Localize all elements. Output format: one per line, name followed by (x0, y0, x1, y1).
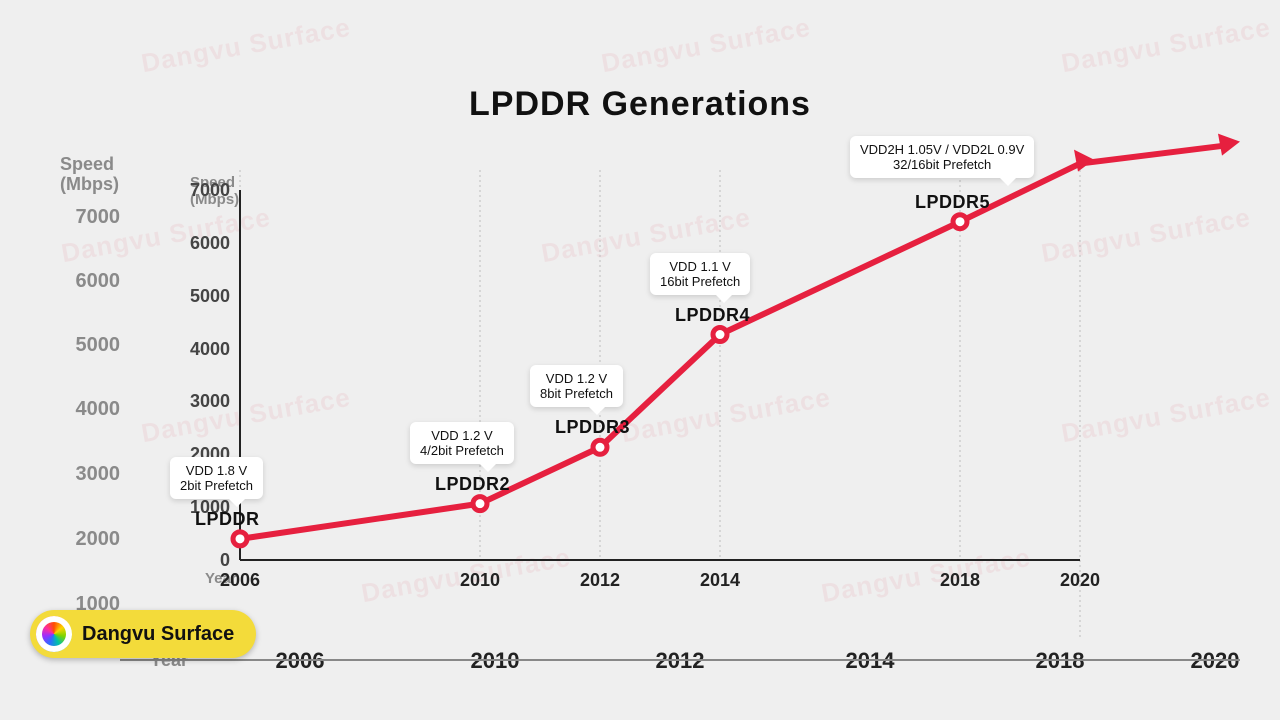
callout: VDD 1.2 V8bit Prefetch (530, 365, 623, 407)
callout: VDD2H 1.05V / VDD2L 0.9V32/16bit Prefetc… (850, 136, 1034, 178)
gen-label: LPDDR5 (915, 192, 990, 213)
brand-text: Dangvu Surface (82, 623, 234, 646)
brand-badge: Dangvu Surface (30, 610, 256, 658)
callout: VDD 1.2 V4/2bit Prefetch (410, 422, 514, 464)
chart-stage: Dangvu SurfaceDangvu SurfaceDangvu Surfa… (0, 0, 1280, 720)
callout: VDD 1.1 V16bit Prefetch (650, 253, 750, 295)
gen-label: LPDDR2 (435, 474, 510, 495)
brand-icon (36, 616, 72, 652)
gen-label: LPDDR (195, 509, 260, 530)
gen-label: LPDDR3 (555, 417, 630, 438)
callout: VDD 1.8 V2bit Prefetch (170, 457, 263, 499)
gen-label: LPDDR4 (675, 305, 750, 326)
